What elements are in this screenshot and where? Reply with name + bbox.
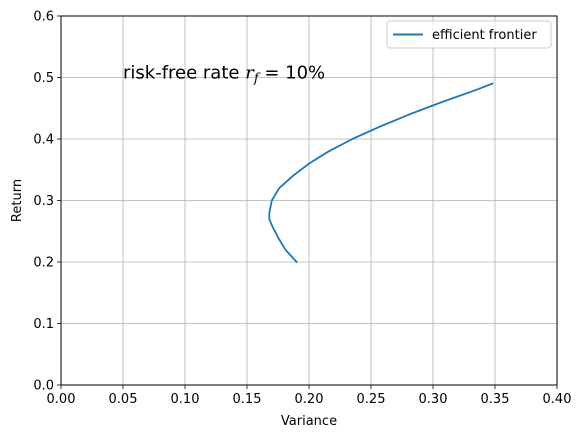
y-axis-title: Return [10, 179, 25, 222]
x-tick-label: 0.35 [481, 392, 510, 407]
x-tick-label: 0.40 [543, 392, 572, 407]
x-tick-label: 0.05 [109, 392, 138, 407]
annotation-suffix: = 10% [259, 63, 326, 84]
x-axis-title: Variance [281, 414, 337, 429]
y-tick-label: 0.4 [33, 133, 54, 148]
y-tick-label: 0.2 [33, 256, 54, 271]
y-tick-label: 0.0 [33, 379, 54, 394]
x-tick-label: 0.30 [419, 392, 448, 407]
y-tick-label: 0.6 [33, 10, 54, 25]
x-tick-label: 0.00 [47, 392, 76, 407]
x-tick-label: 0.25 [357, 392, 386, 407]
annotation-prefix: risk-free rate [123, 63, 245, 84]
legend-label: efficient frontier [432, 28, 537, 43]
x-tick-label: 0.10 [171, 392, 200, 407]
y-tick-label: 0.3 [33, 194, 54, 209]
y-tick-label: 0.1 [33, 317, 54, 332]
x-tick-label: 0.20 [295, 392, 324, 407]
legend: efficient frontier [387, 21, 551, 48]
x-tick-label: 0.15 [233, 392, 262, 407]
y-tick-label: 0.5 [33, 71, 54, 86]
risk-free-rate-annotation: risk-free rate rf = 10% [123, 63, 325, 87]
